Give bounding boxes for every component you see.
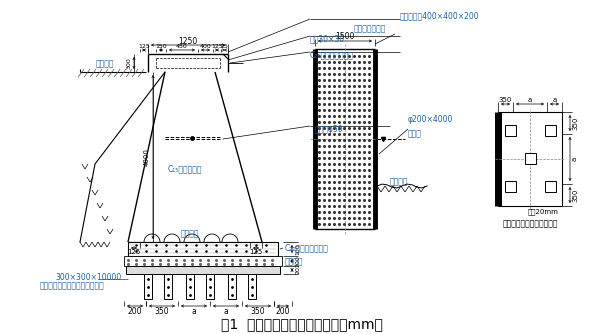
Bar — [128, 242, 278, 256]
Text: 20: 20 — [295, 266, 301, 274]
Text: C₁₅块石混凝土: C₁₅块石混凝土 — [168, 165, 202, 173]
Text: 原河岸线: 原河岸线 — [390, 177, 408, 186]
Text: 1500: 1500 — [335, 31, 355, 40]
Text: 1250: 1250 — [178, 36, 198, 45]
Bar — [505, 125, 516, 136]
Text: 梅花型方桩平面布置示意图: 梅花型方桩平面布置示意图 — [502, 219, 558, 228]
Bar — [164, 274, 172, 299]
Text: 350: 350 — [572, 116, 578, 130]
Text: 栏杆预留孔400×400×200: 栏杆预留孔400×400×200 — [400, 11, 480, 20]
Bar — [228, 274, 236, 299]
Text: 图1  挡土墙断面示意图（单位：mm）: 图1 挡土墙断面示意图（单位：mm） — [221, 317, 383, 331]
Bar — [545, 125, 556, 136]
Text: 300: 300 — [126, 57, 131, 69]
Text: a: a — [528, 97, 532, 103]
Text: 25: 25 — [221, 44, 229, 49]
Text: 125: 125 — [211, 44, 223, 49]
Text: a: a — [224, 307, 228, 316]
Text: 350: 350 — [250, 307, 266, 316]
Text: 350: 350 — [572, 188, 578, 202]
Text: 100: 100 — [295, 243, 301, 255]
Text: 端缝20mm: 端缝20mm — [528, 209, 559, 215]
Text: φ200×4000: φ200×4000 — [408, 115, 453, 124]
Text: 350: 350 — [499, 97, 512, 103]
Text: 预留石榫: 预留石榫 — [181, 229, 199, 238]
Bar — [525, 153, 536, 164]
Text: 125: 125 — [138, 44, 150, 49]
Text: 泄水孔φ50: 泄水孔φ50 — [315, 125, 344, 134]
Text: 木桩竹篱土围堰: 木桩竹篱土围堰 — [354, 24, 386, 33]
Text: 400: 400 — [200, 44, 211, 49]
Bar — [545, 181, 556, 192]
Text: a: a — [192, 307, 197, 316]
Bar — [206, 274, 214, 299]
Text: 125: 125 — [128, 249, 140, 255]
Text: 200: 200 — [128, 307, 142, 316]
Bar — [248, 274, 256, 299]
Text: C₂₅压顶钢筋混凝土: C₂₅压顶钢筋混凝土 — [310, 50, 354, 59]
Bar — [505, 181, 516, 192]
Text: a: a — [552, 97, 557, 103]
Text: 200: 200 — [295, 255, 301, 267]
Text: 倒角30×30: 倒角30×30 — [310, 34, 345, 43]
Text: 350: 350 — [155, 307, 169, 316]
Bar — [126, 266, 280, 274]
Text: 300×300×10000: 300×300×10000 — [55, 273, 121, 282]
Text: 150: 150 — [155, 44, 167, 49]
Text: 450: 450 — [176, 44, 188, 49]
Text: 200: 200 — [276, 307, 290, 316]
Text: 新建路面: 新建路面 — [96, 59, 114, 68]
Text: 碎石垫层: 碎石垫层 — [285, 258, 304, 267]
Bar — [124, 256, 282, 266]
Text: a: a — [572, 157, 578, 161]
Bar — [186, 274, 194, 299]
Text: 高水位: 高水位 — [408, 130, 422, 139]
Bar — [144, 274, 152, 299]
Text: 4000: 4000 — [144, 148, 150, 166]
Text: 125: 125 — [249, 249, 263, 255]
Text: C₂₀钢筋混凝土基础: C₂₀钢筋混凝土基础 — [285, 243, 329, 253]
Text: 钢筋混凝土方桩（梅花型布置）: 钢筋混凝土方桩（梅花型布置） — [40, 282, 105, 291]
